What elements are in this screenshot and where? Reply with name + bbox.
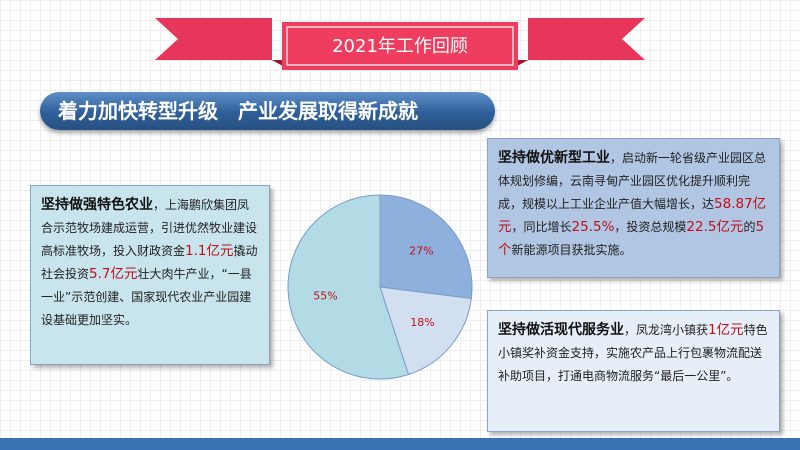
ribbon-inner-border <box>286 26 514 66</box>
industry-value-2: 25.5% <box>571 219 615 235</box>
services-card: 坚持做活现代服务业，凤龙湾小镇获1亿元特色小镇奖补资金支持，实施农产品上行包裹物… <box>487 310 780 432</box>
services-text-2: 特色小镇奖补资金支持，实施农产品上行包裹物流配送补助项目，打通电商物流服务“最后… <box>498 323 768 383</box>
industry-text-4: 的 <box>743 220 756 234</box>
industry-value-1: 58.87亿元 <box>498 196 767 235</box>
services-text-1: ，凤龙湾小镇获 <box>624 323 709 337</box>
pie-slice-1 <box>379 286 472 376</box>
agriculture-text-3: 壮大肉牛产业，“一县一业”示范创建、国家现代农业产业园建设基础更加坚实。 <box>41 267 252 327</box>
industry-text-1: ，启动新一轮省级产业园区总体规划修编，云南寻甸产业园区优化提升顺利完成，规模以上… <box>498 151 767 211</box>
ribbon-tail-left <box>155 18 272 60</box>
industry-heading: 坚持做优新型工业 <box>498 150 610 166</box>
industry-text-3: ，投资总规模 <box>614 220 687 234</box>
pie-slice-0 <box>379 194 473 300</box>
page-title: 2021年工作回顾 <box>332 36 468 57</box>
agriculture-value-1: 1.1亿元 <box>185 243 234 259</box>
industry-text-5: 新能源项目获批实施。 <box>511 243 632 257</box>
pie-label-0: 27% <box>409 244 433 257</box>
agriculture-card: 坚持做强特色农业，上海鹏欣集团凤合示范牧场建成运营，引进优然牧业建设高标准牧场，… <box>30 185 270 365</box>
agriculture-text-2: 撬动社会投资 <box>41 244 258 281</box>
pie-label-2: 55% <box>313 290 337 303</box>
section-banner-text: 着力加快转型升级 产业发展取得新成就 <box>58 99 418 123</box>
agriculture-text-1: ，上海鹏欣集团凤合示范牧场建成运营，引进优然牧业建设高标准牧场，投入财政资金 <box>41 198 258 258</box>
pie-slice-2 <box>287 194 410 380</box>
section-banner: 着力加快转型升级 产业发展取得新成就 <box>40 92 495 130</box>
services-value-1: 1亿元 <box>708 322 744 338</box>
agriculture-value-2: 5.7亿元 <box>89 266 138 282</box>
ribbon-center <box>282 22 518 70</box>
bottom-bar <box>0 438 800 450</box>
pie-label-1: 18% <box>410 316 434 329</box>
ribbon-tail-right <box>528 18 645 60</box>
pie-chart: 27% 18% 55% <box>287 194 473 380</box>
agriculture-heading: 坚持做强特色农业 <box>41 197 153 213</box>
industry-text-2: ，同比增长 <box>511 220 572 234</box>
industry-value-3: 22.5亿元 <box>686 219 744 235</box>
industry-value-4: 5个 <box>498 219 765 258</box>
industry-card: 坚持做优新型工业，启动新一轮省级产业园区总体规划修编，云南寻甸产业园区优化提升顺… <box>487 138 780 278</box>
title-ribbon <box>155 18 645 70</box>
services-heading: 坚持做活现代服务业 <box>498 322 624 338</box>
